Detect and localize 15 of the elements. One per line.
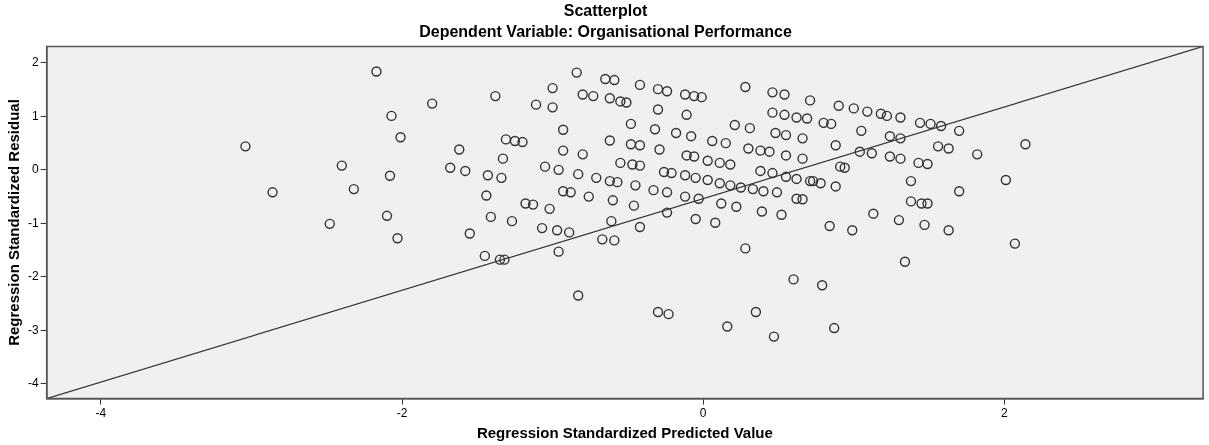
chart-title: Scatterplot <box>563 2 648 20</box>
y-tick-label: -3 <box>28 322 39 337</box>
x-tick-label: -2 <box>396 406 408 421</box>
y-tick-label: 0 <box>31 162 39 177</box>
y-tick-label: 1 <box>31 108 39 123</box>
x-tick-label: 2 <box>1000 406 1008 421</box>
y-tick-label: -4 <box>28 375 39 390</box>
y-axis-title: Regression Standardized Residual <box>5 99 23 346</box>
x-axis-title: Regression Standardized Predicted Value <box>476 424 773 442</box>
x-tick-label: -4 <box>95 406 107 421</box>
chart-subtitle: Dependent Variable: Organisational Performance <box>419 23 792 41</box>
y-tick-label: -1 <box>28 215 39 230</box>
x-tick-label: 0 <box>699 406 707 421</box>
y-tick-label: 2 <box>31 55 39 70</box>
y-tick-label: -2 <box>28 269 39 284</box>
